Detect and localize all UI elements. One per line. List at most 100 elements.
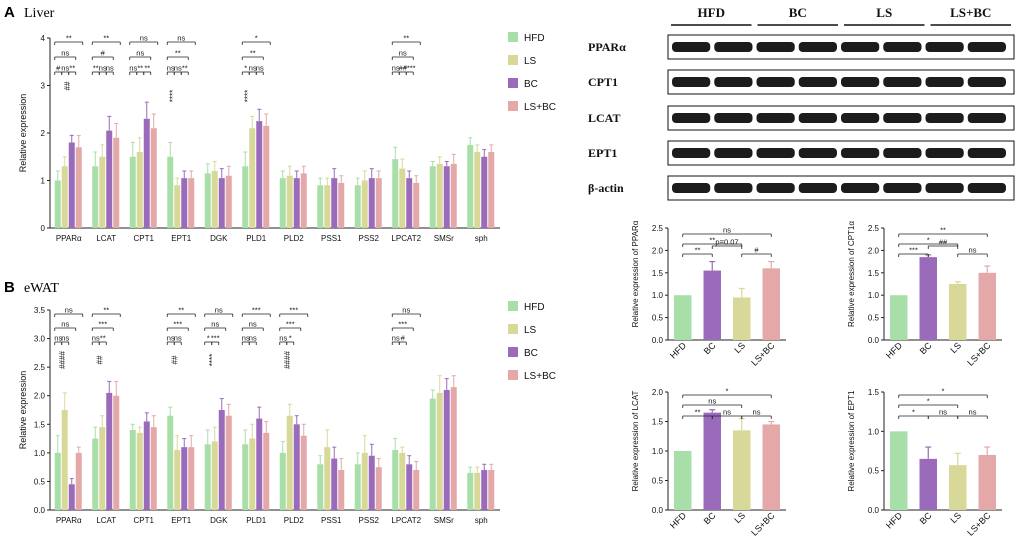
blot-band [883,77,922,87]
bar-bc [406,178,413,228]
legend-label: HFD [524,302,545,313]
bar-ls+bc [150,128,157,228]
blot-protein-label: β-actin [588,181,624,195]
bar-hfd [279,452,286,510]
sig-top-label: * [255,34,258,43]
blot-band [841,42,880,52]
legend-swatch [508,78,518,88]
sig-low-label: ns [256,64,264,73]
y-tick-label: 2.5 [868,224,880,233]
y-axis-title: Relative expression [18,94,28,173]
bar-bc [481,470,488,510]
sig-top-label: ** [66,34,72,43]
sig-low-label: # [401,334,406,343]
sig-vertical: #### [283,351,292,369]
blot-band [756,113,795,123]
legend-label: LS+BC [524,102,556,113]
y-tick-label: 0 [41,224,46,233]
bar-ls [136,152,143,228]
sig-vertical: ## [170,355,179,364]
blot-band [841,77,880,87]
y-tick-label: 1 [41,177,46,186]
bar-hfd [467,144,474,228]
bar-bc [293,178,300,228]
bar-bc [68,484,75,510]
sig-low-label: ns [279,334,287,343]
blot-band [714,148,753,158]
bar-hfd [129,430,136,510]
y-tick-label: 0.5 [868,314,880,323]
bar-hfd [204,173,211,228]
y-axis-title: Relative expression of CPT1α [847,221,856,327]
x-tick-label: LS [732,340,747,355]
blot-band [798,77,837,87]
sig-bracket-label: * [912,408,915,417]
bar-ls [249,128,256,228]
panel-a-letter: A [4,4,15,21]
x-tick-label: LCAT [96,516,116,525]
legend-swatch [508,55,518,65]
bar-hfd [92,438,99,510]
sig-top-label: *** [252,306,261,315]
sig-vertical: ## [95,355,104,364]
bar-ls+bc [375,178,382,228]
sig-top-label: ** [403,34,409,43]
bar-hfd [317,464,324,510]
sig-vertical: **** [168,90,177,102]
bar-ls+bc [113,395,120,510]
legend-swatch [508,324,518,334]
sig-top-label: ns [402,306,410,315]
x-tick-label: HFD [668,510,689,531]
legend-label: BC [524,79,538,90]
x-tick-label: LS+BC [749,510,777,538]
bar-hfd [890,295,908,340]
blot-group-label: LS+BC [950,5,991,20]
bar-hfd [354,464,361,510]
x-tick-label: CPT1 [134,234,155,243]
y-tick-label: 1.5 [868,388,880,397]
sig-low-label: ns [392,64,400,73]
blot-band [967,183,1006,193]
blot-band [672,148,711,158]
y-tick-label: 2 [41,129,46,138]
bar-ls [286,415,293,510]
blot-band [714,42,753,52]
sig-bracket-label: * [942,387,945,396]
bar-ls+bc [75,147,82,228]
bar-bc [919,458,937,510]
x-tick-label: PSS2 [359,234,380,243]
bar-bc [331,178,338,228]
blot-band [714,113,753,123]
y-tick-label: 1.5 [652,269,664,278]
bar-ls [949,284,967,340]
cpt1-chart: 0.0 0.5 1.0 1.5 2.0 2.5 Relative expression of… [847,221,1002,368]
bar-hfd [429,166,436,228]
bar-ls+bc [263,432,270,510]
sig-bracket-label: ns [723,226,731,235]
bar-ls+bc [375,467,382,510]
y-tick-label: 2.5 [652,224,664,233]
bar-hfd [354,185,361,228]
bar-bc [293,424,300,510]
sig-mid-label: ns [211,320,219,329]
sig-top-label: *** [289,306,298,315]
blot-band [883,113,922,123]
bar-ls [99,427,106,510]
sig-mid-label: ** [250,49,256,58]
y-tick-label: 2.0 [652,246,664,255]
sig-mid-label: ns [61,320,69,329]
x-tick-label: EPT1 [171,234,192,243]
bar-ls [211,171,218,228]
bar-ls+bc [300,173,307,228]
bar-bc [406,464,413,510]
bar-ls [361,180,368,228]
blot-band [798,113,837,123]
sig-vertical: ## [63,81,72,90]
y-axis-title: Relative expression of PPARα [631,220,640,327]
bar-bc [218,178,225,228]
bar-hfd [242,166,249,228]
x-tick-label: HFD [884,510,905,531]
blot-band [798,148,837,158]
bar-ls+bc [413,182,420,228]
x-tick-label: PLD2 [284,234,305,243]
